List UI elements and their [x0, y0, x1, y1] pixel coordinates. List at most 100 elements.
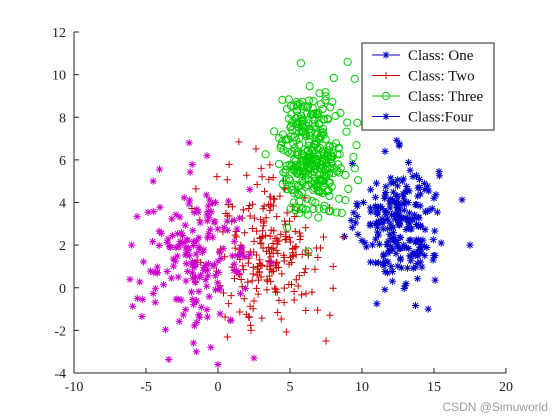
data-point	[375, 231, 383, 239]
data-point	[286, 238, 294, 246]
data-point	[310, 153, 319, 162]
data-point	[319, 151, 329, 160]
data-point	[287, 122, 296, 131]
data-point	[323, 114, 332, 123]
data-point	[402, 214, 410, 222]
data-point	[273, 288, 281, 296]
data-point	[196, 273, 204, 281]
data-point	[387, 235, 395, 243]
data-point	[293, 102, 303, 111]
data-point	[396, 256, 405, 264]
data-point	[223, 176, 231, 184]
data-point	[260, 187, 269, 195]
data-point	[371, 193, 380, 201]
data-point	[382, 211, 390, 219]
data-point	[205, 293, 213, 301]
data-point	[296, 229, 304, 237]
data-point	[290, 165, 299, 174]
data-point	[315, 187, 324, 196]
data-point	[246, 185, 254, 194]
data-point	[156, 203, 164, 211]
data-point	[437, 239, 445, 247]
data-point	[302, 194, 312, 203]
data-point	[310, 156, 320, 165]
data-point	[176, 237, 184, 246]
data-point	[269, 173, 277, 182]
data-point	[217, 254, 225, 263]
data-point	[430, 194, 438, 202]
data-point	[233, 225, 241, 233]
data-point	[400, 243, 408, 252]
data-point	[428, 204, 436, 213]
data-point	[211, 286, 220, 294]
data-point	[192, 250, 200, 258]
data-point	[399, 190, 407, 198]
data-point	[326, 311, 334, 319]
data-point	[204, 202, 212, 210]
data-point	[136, 278, 144, 286]
data-point	[288, 249, 297, 257]
data-point	[353, 212, 361, 221]
data-point	[314, 306, 322, 314]
data-point	[373, 209, 381, 217]
data-point	[185, 252, 194, 260]
data-point	[216, 285, 224, 293]
data-point	[341, 196, 350, 205]
legend-marker	[381, 91, 391, 101]
data-point	[316, 244, 325, 252]
data-point	[179, 311, 187, 319]
data-point	[231, 244, 239, 252]
series-1	[340, 136, 474, 313]
data-point	[326, 103, 335, 112]
data-point	[216, 310, 224, 318]
data-point	[423, 207, 431, 215]
data-point	[164, 235, 172, 243]
y-tick-label: -4	[54, 367, 66, 382]
data-point	[269, 202, 277, 210]
data-point	[411, 301, 420, 310]
data-point	[335, 150, 344, 159]
data-point	[283, 147, 292, 156]
data-point	[405, 209, 414, 217]
data-point	[170, 262, 178, 270]
data-point	[258, 173, 266, 181]
data-point	[214, 225, 222, 233]
data-point	[376, 218, 384, 226]
data-point	[256, 216, 265, 224]
data-point	[237, 250, 245, 258]
data-point	[184, 267, 192, 276]
data-point	[286, 234, 294, 242]
data-point	[214, 360, 222, 369]
data-point	[239, 206, 247, 214]
data-point	[393, 198, 401, 206]
data-point	[389, 229, 397, 237]
data-point	[271, 195, 279, 203]
data-point	[425, 206, 433, 214]
data-point	[266, 206, 274, 214]
data-point	[267, 277, 275, 286]
data-point	[171, 257, 179, 265]
data-point	[293, 111, 302, 120]
data-point	[303, 109, 312, 118]
data-point	[204, 272, 212, 280]
data-point	[252, 145, 260, 153]
data-point	[396, 201, 404, 209]
data-point	[292, 276, 300, 284]
data-point	[353, 118, 362, 127]
data-point	[272, 285, 280, 293]
data-point	[333, 167, 342, 176]
data-point	[192, 297, 200, 305]
data-point	[321, 96, 330, 105]
data-point	[244, 278, 252, 286]
legend-marker	[382, 112, 390, 121]
data-point	[297, 188, 307, 197]
data-point	[248, 277, 256, 285]
data-point	[386, 230, 394, 238]
data-point	[150, 207, 158, 216]
data-point	[139, 258, 148, 266]
data-point	[383, 215, 392, 223]
data-point	[258, 261, 266, 270]
legend-label: Class: Three	[408, 89, 483, 105]
data-point	[308, 158, 317, 168]
